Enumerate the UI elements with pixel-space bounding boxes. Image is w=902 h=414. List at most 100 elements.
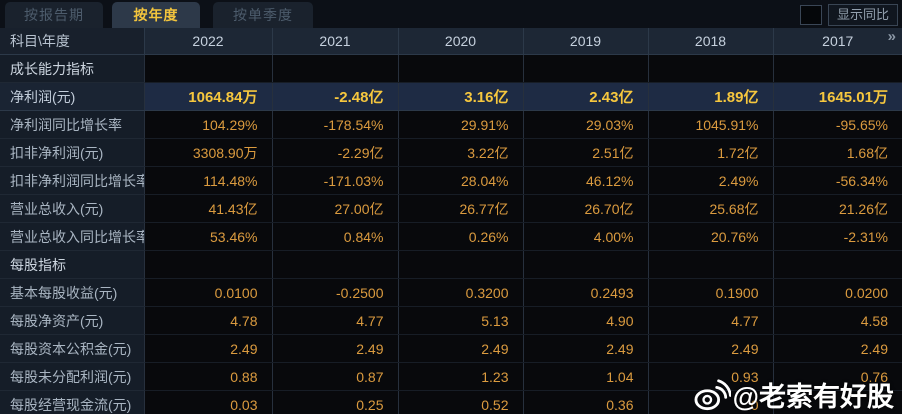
tab-by-quarter[interactable]: 按单季度: [213, 2, 313, 28]
year-header[interactable]: 2018: [647, 28, 773, 55]
cell-value: 4.77: [271, 306, 398, 335]
section-row[interactable]: 每股指标: [0, 250, 902, 279]
cell-value: 0: [647, 390, 773, 414]
more-columns-icon[interactable]: »: [887, 28, 896, 45]
table-row[interactable]: 每股资本公积金(元) 2.49 2.49 2.49 2.49 2.49 2.49: [0, 334, 902, 363]
row-label: 每股资本公积金(元): [0, 334, 144, 363]
row-label: 基本每股收益(元): [0, 278, 144, 307]
show-yoy-label[interactable]: 显示同比: [827, 4, 898, 26]
cell-value: [397, 250, 523, 279]
row-label: 营业总收入(元): [0, 194, 144, 223]
cell-value: -171.03%: [271, 166, 398, 195]
cell-value: 1064.84万: [143, 82, 272, 111]
cell-value: 3.16亿: [397, 82, 523, 111]
cell-value: [397, 54, 523, 83]
cell-value: 114.48%: [143, 166, 272, 195]
cell-value: [647, 54, 773, 83]
cell-value: 0.0200: [772, 278, 902, 307]
cell-value: -178.54%: [271, 110, 398, 139]
cell-value: -56.34%: [772, 166, 902, 195]
cell-value: [772, 54, 902, 83]
year-header[interactable]: 2022: [143, 28, 272, 55]
table-row[interactable]: 营业总收入(元) 41.43亿 27.00亿 26.77亿 26.70亿 25.68亿 21…: [0, 194, 902, 223]
table-header-row: 科目\年度 2022 2021 2020 2019 2018 2017 »: [0, 28, 902, 55]
table-row[interactable]: 每股净资产(元) 4.78 4.77 5.13 4.90 4.77 4.58: [0, 306, 902, 335]
cell-value: [522, 250, 648, 279]
year-header[interactable]: 2019: [522, 28, 648, 55]
cell-value: -0.2500: [271, 278, 398, 307]
cell-value: -2.31%: [772, 222, 902, 251]
cell-value: 20.76%: [647, 222, 773, 251]
cell-value: 4.90: [522, 306, 648, 335]
row-label: 净利润(元): [0, 82, 144, 111]
show-yoy-checkbox[interactable]: [799, 5, 822, 25]
cell-value: 0.26%: [397, 222, 523, 251]
cell-value: 46.12%: [522, 166, 648, 195]
row-label: 扣非净利润(元): [0, 138, 144, 167]
cell-value: 26.70亿: [522, 194, 648, 223]
table-body: 成长能力指标 净利润(元) 1064.84万 -2.48亿 3.16亿 2.43亿 1.89…: [0, 54, 902, 414]
financial-table: 科目\年度 2022 2021 2020 2019 2018 2017 » 成长…: [0, 28, 902, 414]
cell-value: -95.65%: [772, 110, 902, 139]
cell-value: 2.49: [397, 334, 523, 363]
cell-value: 28.04%: [397, 166, 523, 195]
cell-value: 2.51亿: [522, 138, 648, 167]
cell-value: [522, 54, 648, 83]
cell-value: 4.78: [143, 306, 272, 335]
table-row[interactable]: 扣非净利润同比增长率 114.48% -171.03% 28.04% 46.12% 2.4…: [0, 166, 902, 195]
table-row[interactable]: 扣非净利润(元) 3308.90万 -2.29亿 3.22亿 2.51亿 1.72亿 1.6…: [0, 138, 902, 167]
cell-value: 0.3200: [397, 278, 523, 307]
table-row[interactable]: 基本每股收益(元) 0.0100 -0.2500 0.3200 0.2493 0.1900…: [0, 278, 902, 307]
cell-value: 0.36: [522, 390, 648, 414]
cell-value: 26.77亿: [397, 194, 523, 223]
cell-value: 1.23: [397, 362, 523, 391]
tab-by-year[interactable]: 按年度: [112, 2, 200, 28]
cell-value: 104.29%: [143, 110, 272, 139]
cell-value: 29.03%: [522, 110, 648, 139]
year-header[interactable]: 2020: [397, 28, 523, 55]
cell-value: 2.49: [143, 334, 272, 363]
cell-value: 1.89亿: [647, 82, 773, 111]
cell-value: 2.49: [647, 334, 773, 363]
year-label: 2017: [822, 33, 854, 49]
cell-value: -2.29亿: [271, 138, 398, 167]
cell-value: 2.49%: [647, 166, 773, 195]
row-label: 扣非净利润同比增长率: [0, 166, 144, 195]
year-header[interactable]: 2017 »: [772, 28, 902, 55]
tab-by-report-period[interactable]: 按报告期: [5, 2, 103, 28]
table-row[interactable]: 营业总收入同比增长率 53.46% 0.84% 0.26% 4.00% 20.76% -2.…: [0, 222, 902, 251]
cell-value: [647, 250, 773, 279]
cell-value: 1.72亿: [647, 138, 773, 167]
year-header[interactable]: 2021: [271, 28, 398, 55]
section-row[interactable]: 成长能力指标: [0, 54, 902, 83]
cell-value: 1.04: [522, 362, 648, 391]
cell-value: 27.00亿: [271, 194, 398, 223]
yoy-control: 显示同比: [799, 4, 898, 26]
cell-value: 29.91%: [397, 110, 523, 139]
cell-value: [271, 54, 398, 83]
cell-value: 0.87: [271, 362, 398, 391]
table-row[interactable]: 净利润(元) 1064.84万 -2.48亿 3.16亿 2.43亿 1.89亿 1645.…: [0, 82, 902, 111]
row-label: 每股未分配利润(元): [0, 362, 144, 391]
cell-value: 1645.01万: [772, 82, 902, 111]
cell-value: 0.1900: [647, 278, 773, 307]
cell-value: 2.49: [271, 334, 398, 363]
table-row[interactable]: 每股经营现金流(元) 0.03 0.25 0.52 0.36 0: [0, 390, 902, 414]
cell-value: 2.49: [772, 334, 902, 363]
cell-value: -2.48亿: [271, 82, 398, 111]
cell-value: 21.26亿: [772, 194, 902, 223]
cell-value: 0.03: [143, 390, 272, 414]
table-row[interactable]: 每股未分配利润(元) 0.88 0.87 1.23 1.04 0.93 0.76: [0, 362, 902, 391]
cell-value: 4.00%: [522, 222, 648, 251]
cell-value: [271, 250, 398, 279]
row-label: 每股经营现金流(元): [0, 390, 144, 414]
cell-value: 53.46%: [143, 222, 272, 251]
row-label: 净利润同比增长率: [0, 110, 144, 139]
cell-value: [143, 250, 272, 279]
table-row[interactable]: 净利润同比增长率 104.29% -178.54% 29.91% 29.03% 1045.…: [0, 110, 902, 139]
cell-value: 0.52: [397, 390, 523, 414]
cell-value: 0.76: [772, 362, 902, 391]
row-label: 每股指标: [0, 250, 144, 279]
cell-value: [772, 250, 902, 279]
